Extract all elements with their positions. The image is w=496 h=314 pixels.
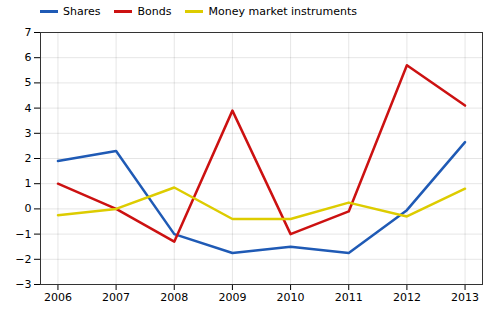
svg-text:2007: 2007 xyxy=(102,291,130,304)
svg-text:2008: 2008 xyxy=(160,291,188,304)
svg-text:2006: 2006 xyxy=(44,291,72,304)
svg-text:3: 3 xyxy=(25,127,32,140)
svg-text:4: 4 xyxy=(25,102,32,115)
svg-text:2012: 2012 xyxy=(393,291,421,304)
svg-text:2010: 2010 xyxy=(277,291,305,304)
svg-text:2: 2 xyxy=(25,152,32,165)
svg-text:−3: −3 xyxy=(15,278,31,291)
html-text:Shares: Shares xyxy=(63,4,101,18)
svg-text:6: 6 xyxy=(25,51,32,64)
svg-text:5: 5 xyxy=(25,76,32,89)
svg-text:−1: −1 xyxy=(15,228,31,241)
svg-text:2011: 2011 xyxy=(335,291,363,304)
svg-text:7: 7 xyxy=(25,26,32,39)
svg-text:2013: 2013 xyxy=(451,291,479,304)
svg-text:−2: −2 xyxy=(15,253,31,266)
html-text:Bonds: Bonds xyxy=(137,4,172,18)
svg-text:1: 1 xyxy=(25,177,32,190)
svg-text:0: 0 xyxy=(25,202,32,215)
svg-text:2009: 2009 xyxy=(218,291,246,304)
html-text:Money market instruments: Money market instruments xyxy=(208,4,357,18)
